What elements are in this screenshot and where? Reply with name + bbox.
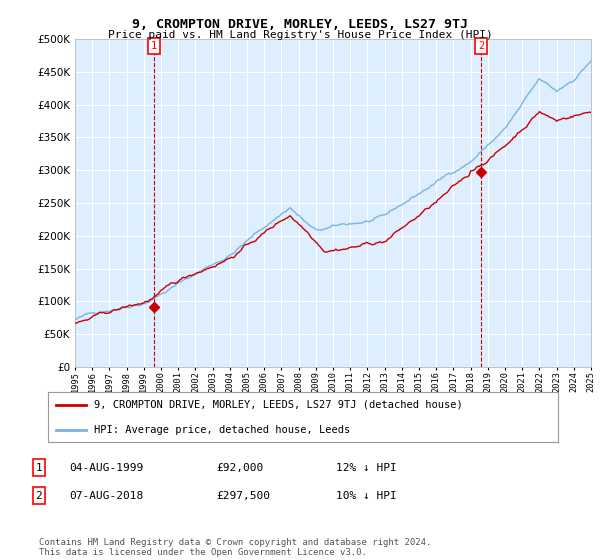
Text: 9, CROMPTON DRIVE, MORLEY, LEEDS, LS27 9TJ (detached house): 9, CROMPTON DRIVE, MORLEY, LEEDS, LS27 9…: [94, 400, 463, 409]
Text: 04-AUG-1999: 04-AUG-1999: [69, 463, 143, 473]
Text: 07-AUG-2018: 07-AUG-2018: [69, 491, 143, 501]
Text: HPI: Average price, detached house, Leeds: HPI: Average price, detached house, Leed…: [94, 425, 350, 435]
Text: Contains HM Land Registry data © Crown copyright and database right 2024.
This d: Contains HM Land Registry data © Crown c…: [39, 538, 431, 557]
Text: 10% ↓ HPI: 10% ↓ HPI: [336, 491, 397, 501]
Text: 12% ↓ HPI: 12% ↓ HPI: [336, 463, 397, 473]
Text: 2: 2: [35, 491, 43, 501]
Text: Price paid vs. HM Land Registry's House Price Index (HPI): Price paid vs. HM Land Registry's House …: [107, 30, 493, 40]
Text: £92,000: £92,000: [216, 463, 263, 473]
Text: 1: 1: [151, 41, 157, 51]
Text: 9, CROMPTON DRIVE, MORLEY, LEEDS, LS27 9TJ: 9, CROMPTON DRIVE, MORLEY, LEEDS, LS27 9…: [132, 18, 468, 31]
Text: 1: 1: [35, 463, 43, 473]
Text: £297,500: £297,500: [216, 491, 270, 501]
Text: 2: 2: [478, 41, 484, 51]
